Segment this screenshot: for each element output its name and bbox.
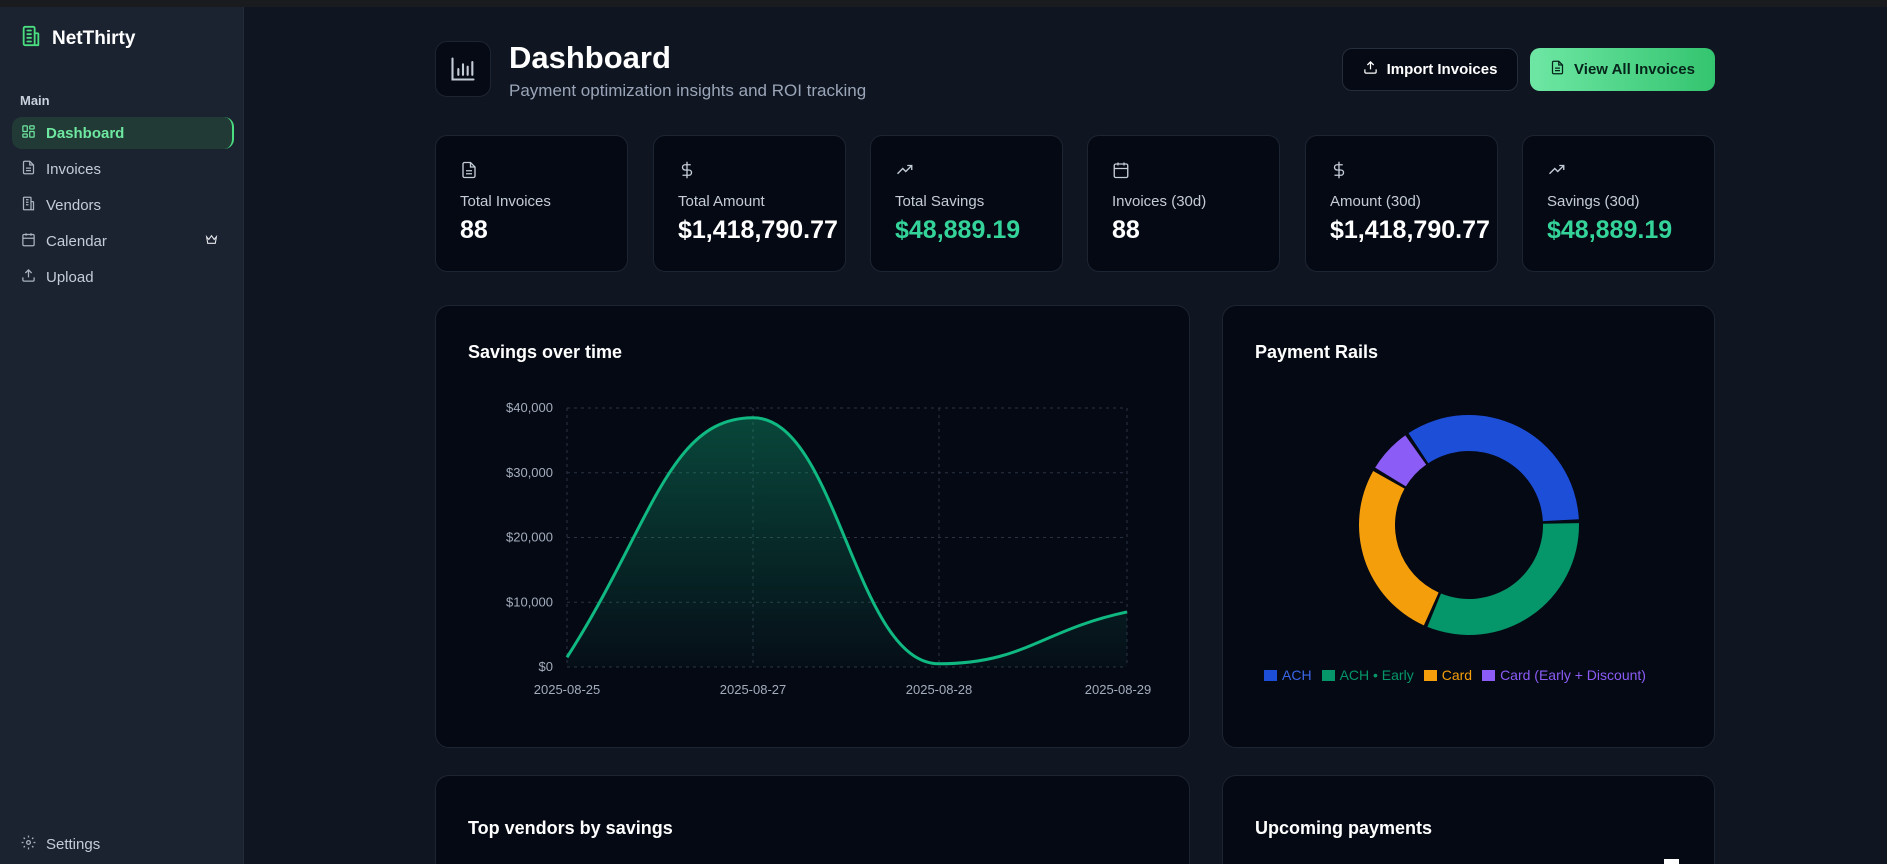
y-tick-label: $20,000 (506, 530, 553, 545)
stat-card-total-savings: Total Savings $48,889.19 (870, 135, 1063, 272)
stat-label: Savings (30d) (1547, 193, 1640, 210)
top-vendors-card: Top vendors by savings (435, 775, 1190, 864)
legend-swatch (1321, 669, 1335, 681)
file-icon (21, 160, 36, 179)
import-invoices-label: Import Invoices (1386, 61, 1498, 78)
x-tick-label: 2025-08-27 (720, 682, 787, 697)
top-vendors-title: Top vendors by savings (468, 818, 673, 838)
calendar-icon (1112, 161, 1130, 184)
upcoming-payments-card: Upcoming payments (1222, 775, 1715, 864)
stat-value: $48,889.19 (1547, 216, 1673, 244)
sidebar-nav: Dashboard Invoices Vendors Calendar (12, 117, 234, 297)
x-tick-label: 2025-08-25 (534, 682, 601, 697)
stat-card-savings-30d: Savings (30d) $48,889.19 (1522, 135, 1715, 272)
settings-label: Settings (46, 836, 101, 853)
trend-up-icon (895, 161, 915, 184)
file-icon (460, 161, 478, 184)
crown-icon (205, 233, 218, 250)
window-top-bar (0, 0, 1887, 7)
stat-value: 88 (1112, 216, 1140, 244)
donut-slice-2[interactable] (1359, 470, 1439, 626)
brand-name: NetThirty (52, 27, 136, 49)
page-subtitle: Payment optimization insights and ROI tr… (509, 81, 867, 100)
legend-item[interactable]: ACH (1264, 667, 1312, 683)
sidebar-item-calendar[interactable]: Calendar (12, 225, 234, 257)
grid-icon (21, 124, 36, 143)
view-all-invoices-button[interactable]: View All Invoices (1530, 48, 1715, 91)
sidebar-item-label: Calendar (46, 232, 107, 250)
view-all-invoices-label: View All Invoices (1574, 61, 1695, 78)
y-tick-label: $10,000 (506, 594, 553, 609)
legend-label: Card (Early + Discount) (1500, 667, 1646, 683)
stat-label: Amount (30d) (1330, 193, 1421, 210)
dollar-icon (678, 161, 696, 184)
legend-item[interactable]: Card (Early + Discount) (1482, 667, 1646, 683)
settings-link[interactable]: Settings (21, 835, 100, 854)
import-invoices-button[interactable]: Import Invoices (1342, 48, 1518, 91)
upcoming-payments-title: Upcoming payments (1255, 818, 1433, 838)
gear-icon (21, 835, 36, 854)
payment-rails-title: Payment Rails (1255, 342, 1379, 362)
savings-area-chart: $0 $10,000 $20,000 $30,000 $40,000 2025-08-25… (506, 400, 1152, 697)
sidebar-item-invoices[interactable]: Invoices (12, 153, 234, 185)
legend-swatch (1264, 669, 1277, 681)
stat-label: Total Amount (678, 193, 765, 210)
x-tick-label: 2025-08-28 (906, 682, 973, 697)
donut-slice-1[interactable] (1427, 523, 1579, 635)
sidebar-item-vendors[interactable]: Vendors (12, 189, 234, 221)
legend-swatch (1482, 669, 1496, 681)
y-tick-label: $0 (539, 659, 553, 674)
donut-slice-0[interactable] (1408, 415, 1579, 522)
legend-label: Card (1441, 667, 1473, 683)
y-tick-label: $40,000 (506, 400, 553, 415)
scrollbar-thumb[interactable] (1664, 859, 1679, 864)
stat-label: Invoices (30d) (1112, 193, 1207, 210)
upload-icon (21, 268, 36, 287)
stat-value: $1,418,790.77 (678, 216, 838, 244)
main-content: Dashboard Payment optimization insights … (244, 7, 1887, 864)
logo-icon (20, 25, 42, 52)
legend-label: ACH (1282, 667, 1312, 683)
building-icon (21, 196, 36, 215)
stat-label: Total Savings (895, 193, 985, 210)
x-tick-label: 2025-08-29 (1085, 682, 1152, 697)
stat-card-total-invoices: Total Invoices 88 (435, 135, 628, 272)
donut-slice-3[interactable] (1375, 435, 1427, 487)
sidebar-item-label: Vendors (46, 196, 102, 214)
y-tick-label: $30,000 (506, 465, 553, 480)
dollar-icon (1330, 161, 1348, 184)
page-title: Dashboard (509, 40, 671, 75)
sidebar: NetThirty Main Dashboard Invoices Vendor… (0, 7, 244, 864)
stat-card-amount-30d: Amount (30d) $1,418,790.77 (1305, 135, 1498, 272)
savings-area-fill (567, 417, 1127, 667)
sidebar-item-upload[interactable]: Upload (12, 261, 234, 293)
legend-item[interactable]: ACH • Early (1321, 667, 1414, 683)
sidebar-item-label: Dashboard (46, 124, 125, 142)
stat-card-total-amount: Total Amount $1,418,790.77 (653, 135, 846, 272)
stat-value: 88 (460, 216, 488, 244)
bar-chart-icon (435, 41, 491, 97)
legend-label: ACH • Early (1339, 667, 1414, 683)
calendar-icon (21, 232, 36, 251)
stat-label: Total Invoices (460, 193, 551, 210)
sidebar-section-label: Main (20, 93, 50, 108)
sidebar-item-label: Invoices (46, 160, 102, 178)
savings-chart-title: Savings over time (468, 342, 623, 362)
payment-rails-legend: ACH ACH • Early Card Card (Early + Discount… (1264, 667, 1646, 683)
trend-up-icon (1547, 161, 1567, 184)
stat-value: $1,418,790.77 (1330, 216, 1490, 244)
payment-rails-donut (1359, 415, 1579, 635)
sidebar-item-label: Upload (46, 268, 94, 286)
stat-value: $48,889.19 (895, 216, 1021, 244)
savings-chart-card: Savings over time $0 $10,000 $20,000 $30,00… (435, 305, 1190, 748)
stat-card-invoices-30d: Invoices (30d) 88 (1087, 135, 1280, 272)
legend-swatch (1423, 669, 1437, 681)
sidebar-item-dashboard[interactable]: Dashboard (12, 117, 234, 149)
file-icon (1550, 60, 1565, 79)
brand[interactable]: NetThirty (20, 25, 135, 52)
upload-icon (1363, 60, 1378, 79)
savings-line (565, 416, 1128, 666)
payment-rails-card: Payment Rails ACH ACH • Early Card Card (Ea… (1222, 305, 1715, 748)
legend-item[interactable]: Card (1423, 667, 1473, 683)
